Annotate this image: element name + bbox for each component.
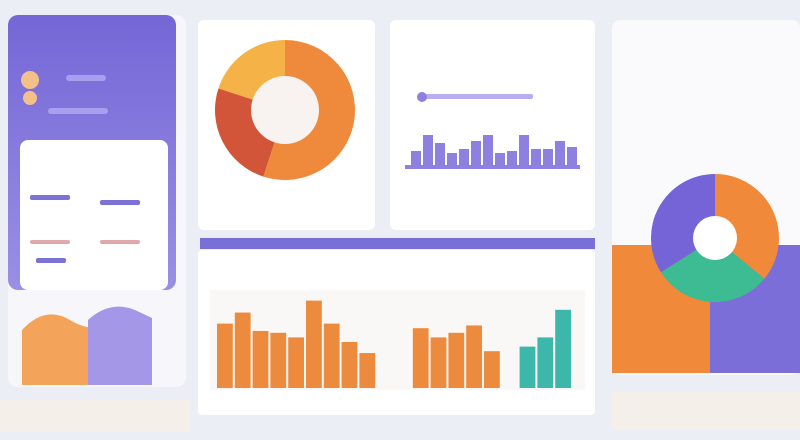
bar bbox=[323, 323, 340, 388]
avatar bbox=[23, 91, 37, 105]
bar bbox=[252, 330, 269, 388]
slider-knob bbox=[417, 92, 427, 102]
bar bbox=[423, 135, 433, 165]
bar-card bbox=[390, 20, 595, 230]
bar bbox=[234, 312, 251, 388]
placeholder bbox=[30, 240, 70, 244]
bar bbox=[459, 149, 469, 165]
slider bbox=[418, 94, 533, 99]
bar bbox=[519, 346, 536, 388]
donut-segment bbox=[715, 174, 779, 279]
bar bbox=[543, 149, 553, 165]
bar bbox=[306, 300, 322, 388]
placeholder bbox=[100, 200, 140, 205]
bar bbox=[495, 153, 505, 165]
axis bbox=[405, 165, 580, 169]
footer bbox=[0, 400, 190, 432]
bar bbox=[270, 332, 287, 388]
info-card bbox=[20, 140, 168, 290]
bar bbox=[359, 353, 376, 388]
placeholder bbox=[48, 108, 108, 114]
bar bbox=[341, 342, 358, 388]
placeholder bbox=[36, 258, 66, 263]
bar bbox=[430, 337, 447, 388]
footer bbox=[612, 392, 800, 430]
bar bbox=[471, 141, 481, 165]
bar bbox=[567, 147, 577, 165]
bar bbox=[483, 135, 493, 165]
donut-hole bbox=[693, 216, 737, 260]
bar bbox=[555, 309, 571, 388]
bar bbox=[507, 151, 517, 165]
divider bbox=[200, 238, 595, 249]
bar bbox=[537, 337, 554, 388]
bar bbox=[519, 135, 529, 165]
bar bbox=[412, 328, 429, 388]
bar-group bbox=[217, 300, 571, 388]
placeholder bbox=[66, 75, 106, 81]
area-shape bbox=[88, 306, 152, 385]
bar bbox=[466, 325, 482, 388]
bar bbox=[217, 323, 233, 388]
placeholder bbox=[100, 240, 140, 244]
placeholder bbox=[30, 195, 70, 200]
bar bbox=[555, 141, 565, 165]
donut-segment bbox=[660, 238, 765, 302]
bar bbox=[447, 153, 457, 165]
bar bbox=[411, 151, 421, 165]
bar bbox=[288, 337, 304, 388]
bar bbox=[448, 332, 465, 388]
avatar bbox=[21, 71, 39, 89]
bar bbox=[435, 143, 445, 165]
bar-group bbox=[411, 135, 577, 165]
bar bbox=[531, 149, 541, 165]
donut-hole bbox=[251, 76, 319, 144]
bar bbox=[484, 351, 500, 388]
